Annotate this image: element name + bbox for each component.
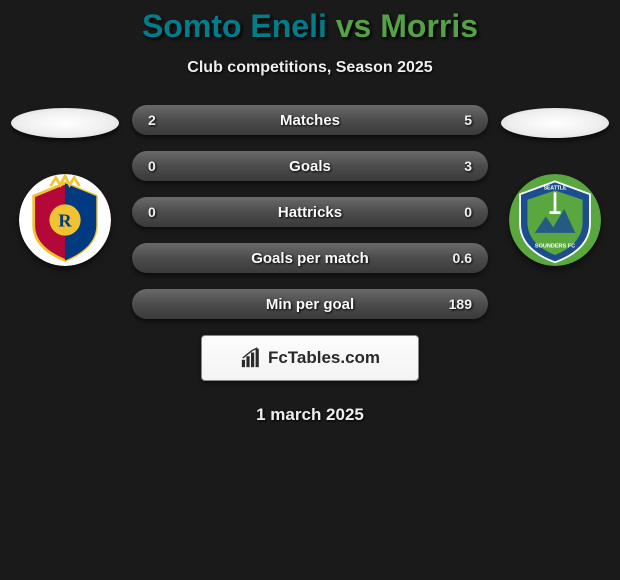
comparison-card: Somto Eneli vs Morris Club competitions,… (0, 0, 620, 425)
right-column: SOUNDERS FC SEATTLE (500, 105, 610, 266)
svg-text:SEATTLE: SEATTLE (544, 186, 567, 192)
player1-name: Somto Eneli (142, 8, 327, 44)
player2-photo-placeholder (501, 108, 609, 138)
stat-row: Goals per match 0.6 (132, 243, 488, 273)
stat-right-value: 3 (436, 158, 472, 174)
stat-left-value: 0 (148, 204, 184, 220)
stat-left-value: 2 (148, 112, 184, 128)
main-row: R 2 Matches 5 0 Goals 3 0 Hattricks 0 (0, 105, 620, 319)
stat-row: 0 Goals 3 (132, 151, 488, 181)
stats-list: 2 Matches 5 0 Goals 3 0 Hattricks 0 Goal… (132, 105, 488, 319)
date-text: 1 march 2025 (0, 405, 620, 425)
stat-label: Goals per match (251, 250, 369, 267)
stat-row: Min per goal 189 (132, 289, 488, 319)
stat-label: Matches (280, 112, 340, 129)
player2-name: Morris (380, 8, 478, 44)
stat-label: Hattricks (278, 204, 342, 221)
bar-chart-icon (240, 347, 262, 369)
svg-text:SOUNDERS FC: SOUNDERS FC (535, 244, 575, 250)
footer-brand-badge: FcTables.com (201, 335, 419, 381)
team-right-crest: SOUNDERS FC SEATTLE (509, 174, 601, 266)
vs-text: vs (336, 8, 372, 44)
team-left-crest: R (19, 174, 111, 266)
stat-right-value: 0 (436, 204, 472, 220)
sounders-crest-icon: SOUNDERS FC SEATTLE (509, 174, 601, 266)
player1-photo-placeholder (11, 108, 119, 138)
subtitle: Club competitions, Season 2025 (0, 59, 620, 77)
stat-left-value: 0 (148, 158, 184, 174)
stat-label: Min per goal (266, 296, 354, 313)
stat-row: 2 Matches 5 (132, 105, 488, 135)
footer-brand-text: FcTables.com (268, 348, 380, 368)
svg-text:R: R (58, 210, 72, 230)
stat-right-value: 5 (436, 112, 472, 128)
stat-label: Goals (289, 158, 331, 175)
stat-right-value: 0.6 (436, 250, 472, 266)
left-column: R (10, 105, 120, 266)
title: Somto Eneli vs Morris (0, 8, 620, 45)
stat-row: 0 Hattricks 0 (132, 197, 488, 227)
rsl-crest-icon: R (19, 174, 111, 266)
stat-right-value: 189 (436, 296, 472, 312)
